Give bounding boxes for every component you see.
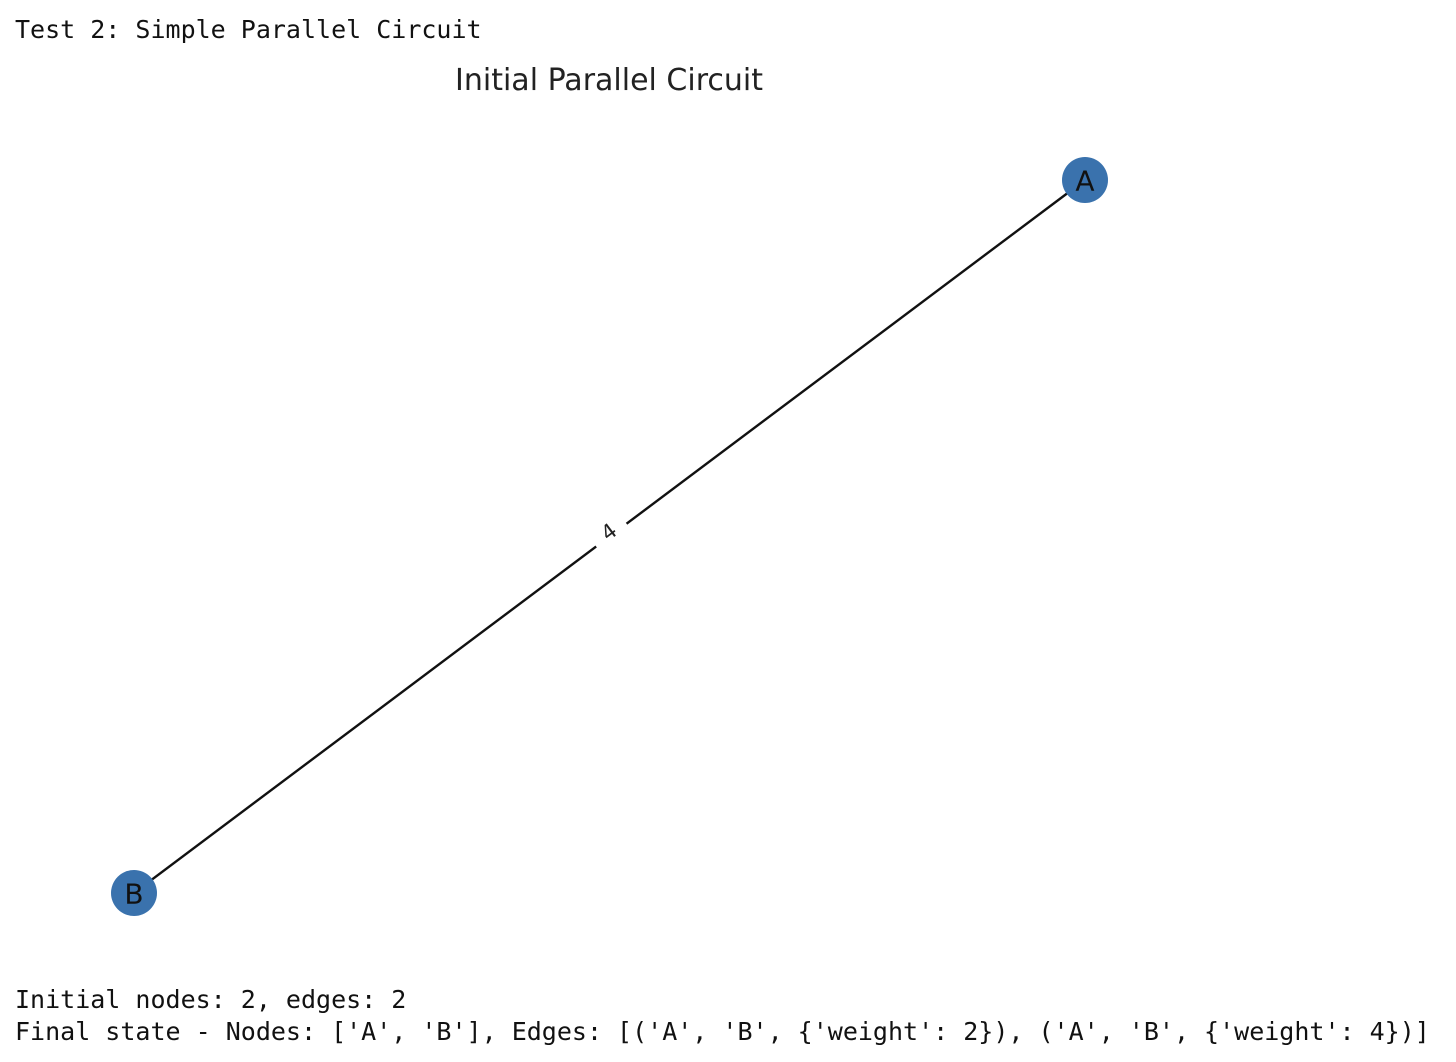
node-b: B	[111, 870, 157, 916]
node-a: A	[1062, 157, 1108, 203]
cell-output-initial-counts: Initial nodes: 2, edges: 2	[15, 985, 407, 1014]
cell-output-final-state: Final state - Nodes: ['A', 'B'], Edges: …	[15, 1017, 1430, 1046]
node-a-label: A	[1075, 165, 1094, 198]
node-a-circle	[1062, 157, 1108, 203]
node-b-label: B	[124, 878, 143, 911]
cell-output-header: Test 2: Simple Parallel Circuit	[15, 15, 482, 44]
diagram-title: Initial Parallel Circuit	[455, 63, 763, 98]
edge-label-background	[582, 506, 636, 558]
node-b-circle	[111, 870, 157, 916]
